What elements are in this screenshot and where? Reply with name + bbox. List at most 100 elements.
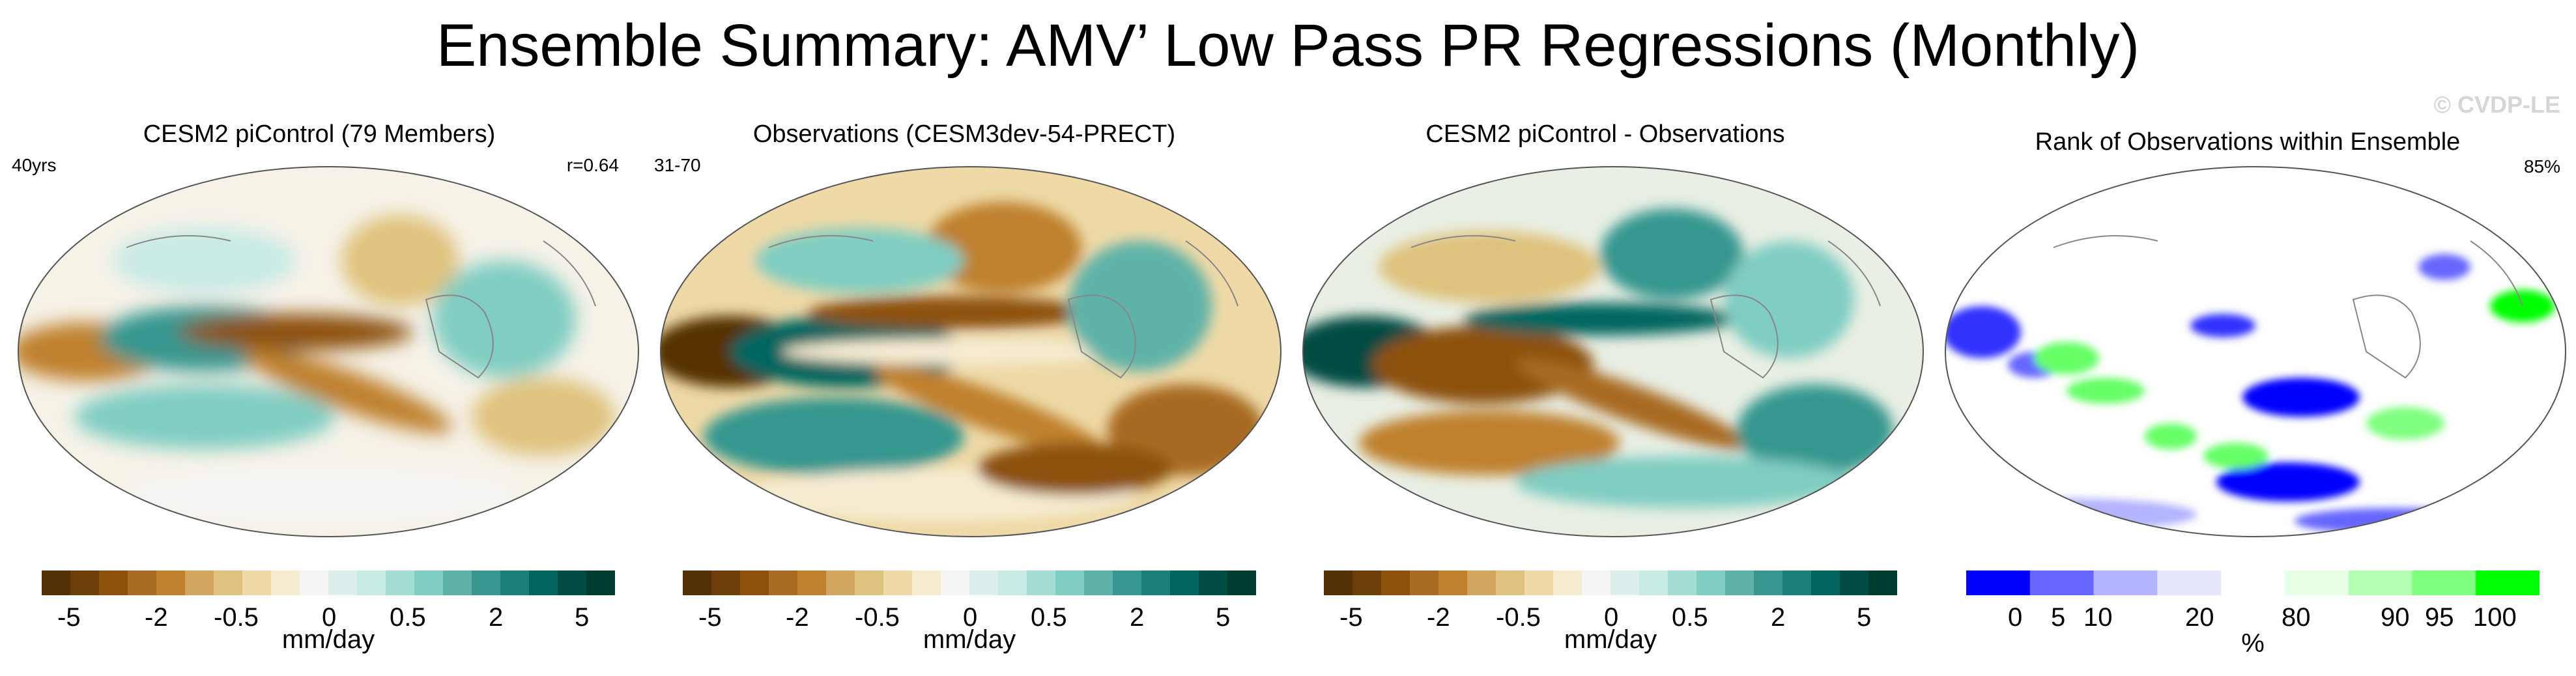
- panel-4-colorbar: [1966, 570, 2540, 595]
- panel-2-tick-label: 5: [1216, 603, 1231, 632]
- panel-3-tick-label: 0: [1604, 603, 1619, 632]
- colorbar-swatch: [883, 570, 913, 595]
- colorbar-swatch: [2476, 570, 2540, 595]
- colorbar-swatch: [855, 570, 884, 595]
- colorbar-swatch: [1227, 570, 1256, 595]
- colorbar-swatch: [2029, 570, 2095, 595]
- colorbar-swatch: [1553, 570, 1582, 595]
- panel-2-units: mm/day: [923, 625, 1016, 654]
- colorbar-swatch: [1696, 570, 1726, 595]
- colorbar-swatch: [826, 570, 855, 595]
- colorbar-swatch: [998, 570, 1027, 595]
- colorbar-swatch: [42, 570, 71, 595]
- colorbar-swatch: [1055, 570, 1085, 595]
- panel-1-tick-label: -5: [57, 603, 81, 632]
- panel-1-tick-label: 2: [489, 603, 504, 632]
- colorbar-swatch: [185, 570, 214, 595]
- colorbar-swatch: [1467, 570, 1496, 595]
- colorbar-swatch: [472, 570, 501, 595]
- colorbar-swatch: [1840, 570, 1869, 595]
- colorbar-swatch: [70, 570, 100, 595]
- panel-2-colorbar: [683, 570, 1256, 595]
- panel-2-map: [660, 166, 1281, 537]
- colorbar-swatch: [2093, 570, 2158, 595]
- colorbar-swatch: [1381, 570, 1410, 595]
- panel-1-colorbar: [42, 570, 615, 595]
- panel-3-units: mm/day: [1564, 625, 1657, 654]
- panel-4-tick-label: 5: [2051, 603, 2066, 632]
- panel-3-tick-label: 0.5: [1672, 603, 1708, 632]
- panel-1-tick-label: 5: [575, 603, 590, 632]
- colorbar-swatch: [1639, 570, 1668, 595]
- colorbar-swatch: [969, 570, 999, 595]
- panel-4-map: [1945, 166, 2566, 537]
- colorbar-swatch: [1610, 570, 1640, 595]
- panel-1-title: CESM2 piControl (79 Members): [143, 120, 496, 148]
- colorbar-swatch: [2284, 570, 2349, 595]
- colorbar-swatch: [242, 570, 272, 595]
- panel-4-units: %: [2241, 629, 2265, 658]
- colorbar-swatch: [328, 570, 358, 595]
- panel-2-title: Observations (CESM3dev-54-PRECT): [752, 120, 1176, 148]
- colorbar-swatch: [1668, 570, 1697, 595]
- panel-2-tick-label: 0.5: [1031, 603, 1067, 632]
- colorbar-swatch: [500, 570, 530, 595]
- panel-3-map: [1302, 166, 1924, 537]
- panel-4-tick-label: 80: [2282, 603, 2311, 632]
- colorbar-swatch: [128, 570, 157, 595]
- colorbar-swatch: [1324, 570, 1353, 595]
- colorbar-swatch: [1084, 570, 1113, 595]
- colorbar-swatch: [1725, 570, 1754, 595]
- colorbar-swatch: [912, 570, 941, 595]
- watermark: © CVDP-LE: [2433, 91, 2560, 118]
- colorbar-swatch: [1199, 570, 1228, 595]
- panel-4-tick-label: 20: [2185, 603, 2214, 632]
- panel-1-left-label: 40yrs: [12, 155, 57, 175]
- colorbar-swatch: [558, 570, 587, 595]
- colorbar-swatch: [1141, 570, 1171, 595]
- panel-1-tick-label: -0.5: [214, 603, 259, 632]
- colorbar-swatch: [1438, 570, 1468, 595]
- panel-2-tick-label: 0: [963, 603, 978, 632]
- colorbar-swatch: [1782, 570, 1812, 595]
- panel-2-tick-label: -5: [698, 603, 722, 632]
- panel-2-tick-label: -0.5: [855, 603, 900, 632]
- colorbar-swatch: [1524, 570, 1554, 595]
- colorbar-swatch: [711, 570, 741, 595]
- panel-3-tick-label: -2: [1427, 603, 1450, 632]
- colorbar-swatch: [740, 570, 769, 595]
- colorbar-swatch: [683, 570, 712, 595]
- colorbar-swatch: [1352, 570, 1382, 595]
- panel-1-right-label: r=0.64: [566, 155, 619, 175]
- panel-4-title: Rank of Observations within Ensemble: [2035, 128, 2461, 156]
- panel-2-left-label: 31-70: [654, 155, 701, 175]
- panel-4-tick-label: 95: [2425, 603, 2454, 632]
- colorbar-swatch: [797, 570, 827, 595]
- panel-3-tick-label: 2: [1771, 603, 1786, 632]
- colorbar-swatch: [357, 570, 386, 595]
- colorbar-swatch: [414, 570, 444, 595]
- panel-4-tick-label: 90: [2381, 603, 2410, 632]
- colorbar-swatch: [271, 570, 300, 595]
- colorbar-swatch: [1811, 570, 1840, 595]
- colorbar-swatch: [1027, 570, 1056, 595]
- panel-3-colorbar: [1324, 570, 1897, 595]
- colorbar-swatch: [586, 570, 615, 595]
- panel-3-tick-label: 5: [1857, 603, 1872, 632]
- panel-4-tick-label: 10: [2083, 603, 2113, 632]
- panel-4-right-label: 85%: [2523, 156, 2560, 176]
- colorbar-swatch: [1754, 570, 1783, 595]
- panel-3-tick-label: -5: [1339, 603, 1363, 632]
- colorbar-swatch: [300, 570, 329, 595]
- colorbar-swatch: [529, 570, 558, 595]
- colorbar-swatch: [214, 570, 243, 595]
- panel-1-tick-label: 0.5: [390, 603, 426, 632]
- colorbar-swatch: [1410, 570, 1439, 595]
- colorbar-swatch: [1113, 570, 1142, 595]
- colorbar-swatch: [156, 570, 186, 595]
- colorbar-swatch: [2221, 570, 2285, 595]
- panel-2-tick-label: -2: [786, 603, 809, 632]
- colorbar-swatch: [1496, 570, 1525, 595]
- panel-2-tick-label: 2: [1130, 603, 1145, 632]
- figure-title: Ensemble Summary: AMV’ Low Pass PR Regre…: [436, 12, 2140, 79]
